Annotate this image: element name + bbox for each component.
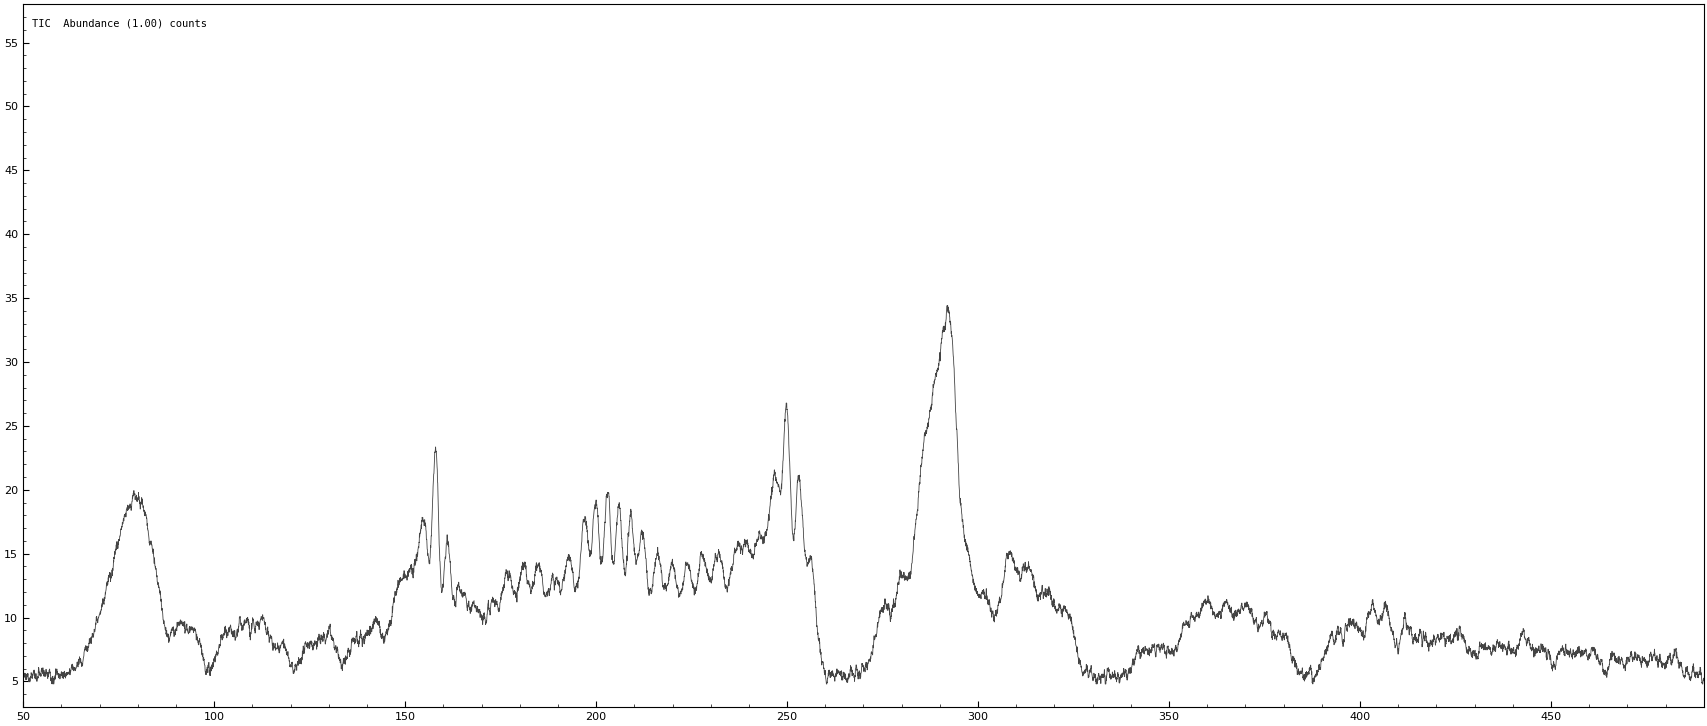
Text: TIC  Abundance (1.00) counts: TIC Abundance (1.00) counts [31,18,207,28]
